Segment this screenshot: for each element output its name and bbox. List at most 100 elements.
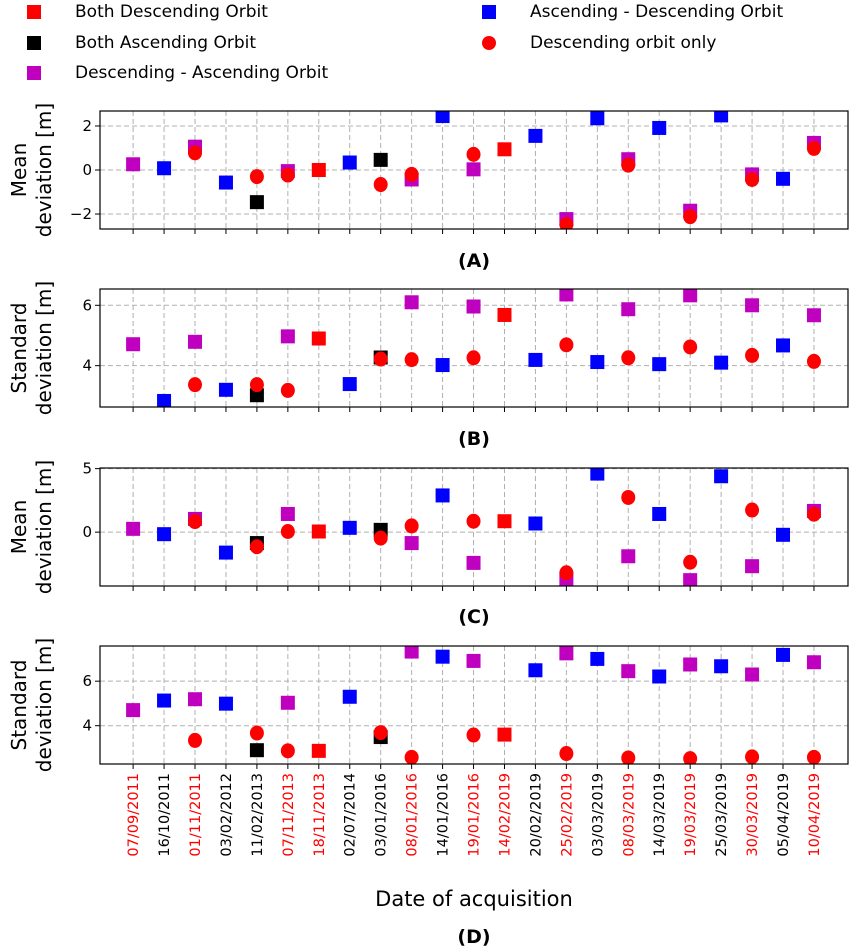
point-blue [342,377,357,392]
legend-item-descending-ascending: Descending - Ascending Orbit [27,63,328,83]
point-redc [683,751,698,764]
point-blue [714,111,729,123]
point-magenta [466,162,481,177]
point-redsq [311,163,326,177]
y-axis-label-line: deviation [m] [32,281,56,415]
y-axis-label: Standarddeviation [m] [7,281,56,415]
red-square-marker-icon [27,5,41,19]
legend-label: Descending - Ascending Orbit [75,63,329,83]
point-redc [683,554,698,570]
y-axis-label: Meandeviation [m] [7,460,56,594]
point-magenta [126,521,141,536]
point-blue [435,488,450,503]
y-axis-label-line: Standard [7,303,31,394]
point-redc [806,140,821,156]
x-axis-label: Date of acquisition [375,887,573,911]
y-axis-label-line: deviation [m] [32,460,56,594]
point-magenta [466,555,481,570]
black-square-marker-icon [27,36,41,50]
axes-frame [99,288,849,408]
point-magenta [404,646,419,659]
point-magenta [188,692,203,707]
point-blue [157,161,172,176]
markers [126,646,821,764]
point-blue [528,128,543,143]
x-tick-label: 30/03/2019 [745,773,761,857]
point-redc [621,157,636,173]
point-redc [683,209,698,225]
y-axis-label-line: Mean [7,500,31,555]
panel-c: 0 5 Meandeviation [m] (C) [7,460,849,628]
panel-label: (B) [458,428,490,450]
point-redc [280,167,295,183]
legend-label: Ascending - Descending Orbit [530,2,784,22]
legend-label: Both Descending Orbit [75,2,268,22]
point-blue [342,155,357,170]
point-redc [621,350,636,366]
point-magenta [806,655,821,670]
point-redc [404,166,419,182]
point-magenta [280,329,295,344]
point-redc [404,352,419,368]
point-blue [157,693,172,708]
point-redc [559,337,574,353]
x-tick-label: 10/04/2019 [807,773,823,857]
panel-a: −2 0 2 Meandeviation [m] (A) [7,103,849,272]
point-redc [621,489,636,505]
point-redsq [311,524,326,539]
point-redc [249,169,264,185]
point-magenta [806,308,821,323]
y-tick-label: 0 [82,523,92,541]
x-tick-label: 19/03/2019 [683,773,699,857]
x-tick-label: 03/01/2016 [374,773,390,857]
legend-item-descending-only: Descending orbit only [482,33,716,53]
y-tick-label: −2 [70,205,92,223]
point-blue [342,689,357,704]
legend-item-ascending-descending: Ascending - Descending Orbit [482,2,783,22]
x-tick-label: 14/03/2019 [652,773,668,857]
point-redc [806,749,821,764]
point-redc [280,524,295,540]
point-magenta [188,334,203,349]
markers [126,468,821,586]
x-tick-label: 16/10/2011 [157,773,173,857]
axes-frame [99,467,849,587]
point-redc [373,725,388,741]
x-tick-label: 25/02/2019 [559,773,575,857]
y-axis-label-line: deviation [m] [32,638,56,772]
point-redc [404,518,419,534]
x-tick-label: 14/02/2019 [497,773,513,857]
x-tick-label: 25/03/2019 [714,773,730,857]
point-black [373,152,388,167]
point-redc [745,749,760,764]
x-tick-label: 18/11/2013 [312,773,328,857]
point-redc [404,749,419,764]
point-magenta [466,653,481,668]
panel-b: 4 6 Standarddeviation [m] (B) [7,281,849,450]
point-redsq [497,307,512,322]
point-black [249,743,264,758]
point-magenta [745,667,760,682]
y-tick-label: 4 [82,717,92,735]
point-redc [745,171,760,187]
point-redsq [497,514,512,529]
x-tick-label: 20/02/2019 [528,773,544,857]
point-magenta [280,506,295,521]
point-redc [373,177,388,193]
point-redc [373,351,388,367]
point-blue [652,120,667,135]
point-blue [435,111,450,124]
point-magenta [126,703,141,718]
point-redc [559,565,574,581]
point-blue [590,111,605,126]
point-redc [188,377,203,393]
point-blue [590,355,605,370]
point-redc [466,350,481,366]
legend-label: Descending orbit only [530,33,717,53]
point-redc [806,506,821,522]
point-magenta [404,295,419,310]
point-magenta [126,157,141,172]
y-axis-label-line: Mean [7,143,31,198]
y-tick-label: 6 [82,672,92,690]
x-tick-label: 07/11/2013 [281,773,297,857]
